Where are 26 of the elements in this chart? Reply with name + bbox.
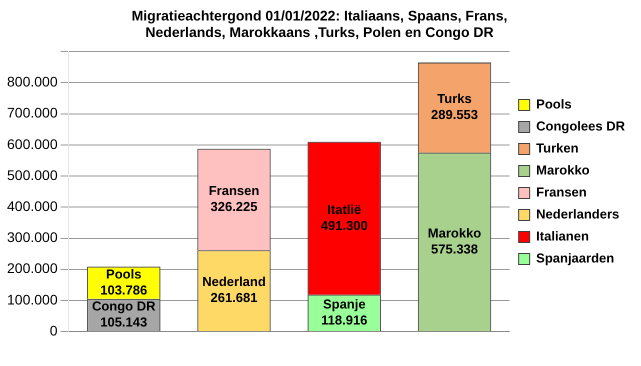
data-label: Fransen 326.225 bbox=[208, 183, 260, 214]
data-label: Nederland 261.681 bbox=[202, 274, 266, 306]
legend-label: Spanjaarden bbox=[536, 250, 614, 266]
y-tick-label: 500.000 bbox=[6, 166, 58, 183]
legend-label: Nederlanders bbox=[536, 206, 620, 222]
legend-label: Turken bbox=[536, 140, 579, 156]
legend-label: Italianen bbox=[536, 228, 589, 244]
chart-title: Migratieachtergond 01/01/2022: Italiaans, Spaans, Frans, Nederlands, Marokkaans ,Turks, Polen en Congo DR bbox=[132, 7, 508, 40]
y-tick-label: 0 bbox=[50, 322, 58, 338]
y-tick-label: 100.000 bbox=[6, 291, 58, 308]
y-tick-label: 300.000 bbox=[6, 229, 58, 246]
legend-label: Marokko bbox=[536, 162, 590, 178]
data-label: Marokko 575.338 bbox=[428, 225, 482, 256]
data-label: Turks 289.553 bbox=[431, 91, 478, 122]
legend-label: Fransen bbox=[536, 184, 587, 200]
data-label: Spanje 118.916 bbox=[321, 296, 368, 328]
y-tick-label: 800.000 bbox=[6, 74, 58, 90]
data-label: Congo DR 105.143 bbox=[92, 298, 156, 330]
legend-label: Pools bbox=[536, 96, 572, 112]
legend-label: Congolees DR bbox=[536, 118, 626, 134]
y-tick-label: 400.000 bbox=[6, 198, 58, 214]
y-tick-label: 200.000 bbox=[6, 260, 58, 276]
data-label: Pools 103.786 bbox=[100, 266, 148, 298]
y-tick-label: 700.000 bbox=[6, 104, 58, 121]
data-label: Itatlië 491.300 bbox=[320, 202, 368, 233]
y-tick-label: 600.000 bbox=[6, 136, 58, 152]
